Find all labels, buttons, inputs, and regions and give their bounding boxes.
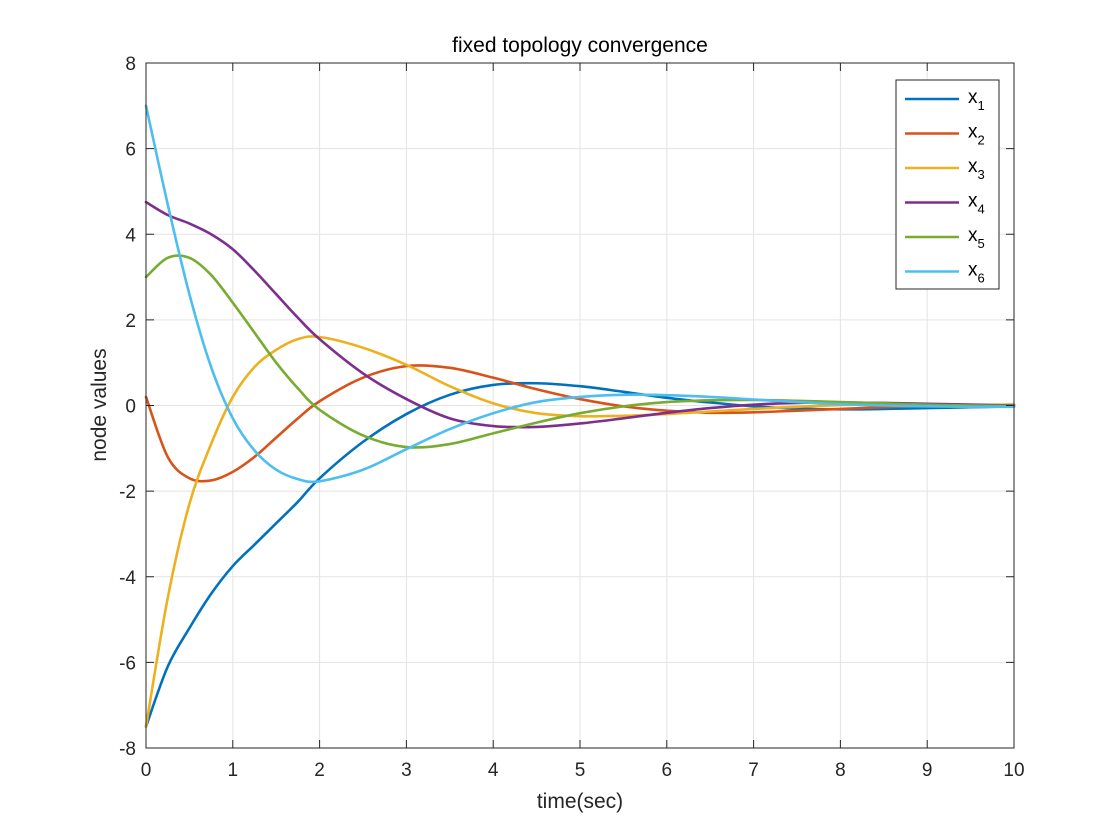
x-tick-label: 0 bbox=[141, 760, 152, 781]
y-tick-label: 8 bbox=[125, 54, 136, 75]
y-tick-label: -4 bbox=[119, 568, 136, 589]
legend-entry-name: x bbox=[968, 225, 978, 246]
y-tick-label: 6 bbox=[125, 140, 136, 161]
x-tick-label: 9 bbox=[922, 760, 933, 781]
legend-entry-x1: x1 bbox=[968, 87, 985, 113]
legend-entry-name: x bbox=[968, 87, 978, 108]
y-axis-label: node values bbox=[88, 348, 111, 461]
tick-labels: 0 1 2 3 4 5 6 7 8 9 10 -8 -6 -4 -2 0 2 4 6 8 bbox=[119, 54, 1024, 781]
legend-entry-x6: x6 bbox=[968, 260, 985, 286]
y-tick-label: 4 bbox=[125, 225, 136, 246]
x-tick-label: 3 bbox=[401, 760, 412, 781]
chart-title: fixed topology convergence bbox=[452, 34, 708, 57]
series-group bbox=[144, 104, 1016, 728]
y-tick-label: 2 bbox=[125, 311, 136, 332]
x-tick-label: 10 bbox=[1003, 760, 1024, 781]
x-tick-label: 8 bbox=[835, 760, 846, 781]
y-tick-label: -2 bbox=[119, 482, 136, 503]
legend-entry-subscript: 4 bbox=[978, 202, 985, 217]
series-line-x6 bbox=[144, 104, 1016, 484]
x-tick-label: 1 bbox=[228, 760, 239, 781]
x-tick-label: 7 bbox=[748, 760, 759, 781]
legend-box bbox=[895, 79, 1000, 290]
legend-entry-subscript: 5 bbox=[978, 236, 985, 251]
series-line-x2 bbox=[144, 364, 1016, 483]
legend-entry-subscript: 6 bbox=[978, 271, 985, 286]
x-tick-label: 2 bbox=[314, 760, 325, 781]
legend-entry-name: x bbox=[968, 260, 978, 281]
legend-entry-name: x bbox=[968, 156, 978, 177]
legend-entry-x5: x5 bbox=[968, 225, 985, 251]
legend-entry-x4: x4 bbox=[968, 191, 985, 217]
x-tick-label: 5 bbox=[575, 760, 586, 781]
legend-entry-subscript: 1 bbox=[978, 98, 985, 113]
legend-entry-name: x bbox=[968, 122, 978, 143]
y-tick-label: -8 bbox=[119, 739, 136, 760]
y-tick-label: 0 bbox=[125, 397, 136, 418]
legend-entry-x3: x3 bbox=[968, 156, 985, 182]
tick-marks bbox=[145, 62, 1015, 749]
legend-entry-x2: x2 bbox=[968, 122, 985, 148]
x-axis-label: time(sec) bbox=[537, 790, 623, 813]
series-line-x5 bbox=[144, 254, 1016, 449]
legend-entry-name: x bbox=[968, 191, 978, 212]
y-tick-label: -6 bbox=[119, 653, 136, 674]
legend-entry-subscript: 2 bbox=[978, 133, 985, 148]
x-tick-label: 6 bbox=[662, 760, 673, 781]
x-tick-label: 4 bbox=[488, 760, 499, 781]
legend-entry-subscript: 3 bbox=[978, 167, 985, 182]
